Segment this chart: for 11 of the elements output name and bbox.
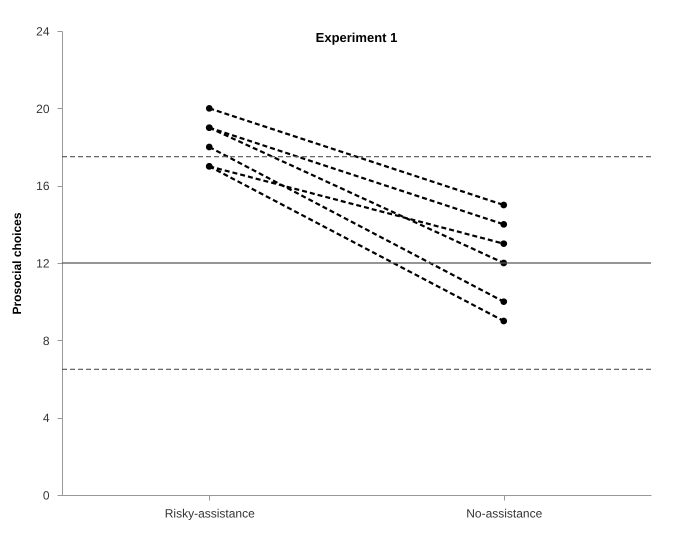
y-tick-label: 0 xyxy=(42,488,50,502)
x-tick-label: No-assistance xyxy=(466,506,543,520)
y-tick-label: 12 xyxy=(36,256,50,270)
chart-title: Experiment 1 xyxy=(316,30,398,45)
x-tick-label: Risky-assistance xyxy=(164,506,256,520)
y-tick-label: 8 xyxy=(42,334,50,348)
y-tick-label: 16 xyxy=(36,179,50,194)
y-tick-label: 24 xyxy=(36,24,50,38)
y-axis-title: Prosocial choices xyxy=(10,212,24,315)
y-tick-label: 20 xyxy=(36,102,50,116)
y-tick-label: 4 xyxy=(42,411,50,426)
